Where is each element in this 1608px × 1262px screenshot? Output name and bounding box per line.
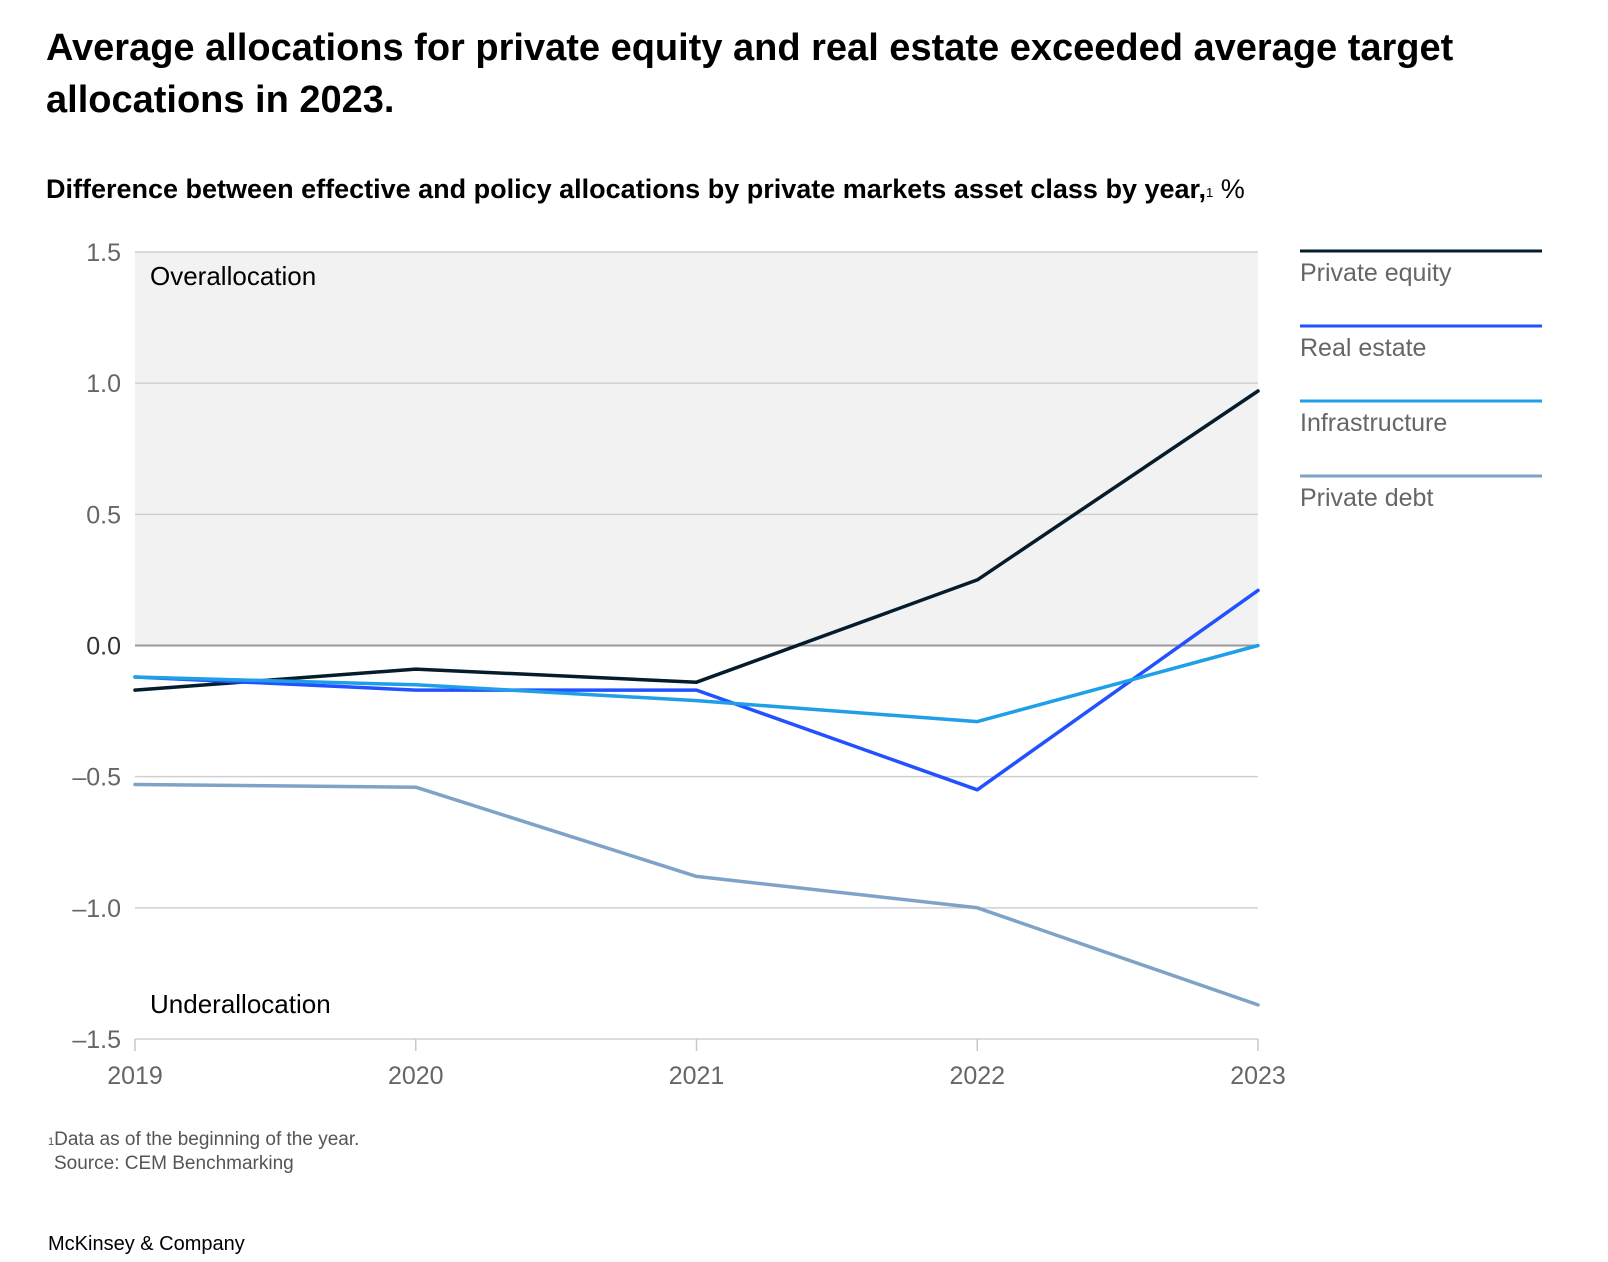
legend-label-private-equity: Private equity bbox=[1300, 259, 1452, 287]
y-tick-label: 1.0 bbox=[86, 370, 121, 398]
x-tick-label: 2019 bbox=[107, 1062, 163, 1090]
legend-label-real-estate: Real estate bbox=[1300, 334, 1426, 362]
headline: Average allocations for private equity a… bbox=[46, 27, 1454, 121]
footnote-text: Data as of the beginning of the year. bbox=[54, 1129, 360, 1150]
series-lines bbox=[133, 389, 1260, 1007]
line-chart: 1.5 1.0 0.5 0.0 –0.5 –1.0 –1.5 2019 2020 2021 202… bbox=[72, 239, 1542, 1090]
y-tick-label: –0.5 bbox=[72, 764, 121, 792]
x-tick-label: 2020 bbox=[388, 1062, 444, 1090]
brand-logo-text: McKinsey & Company bbox=[48, 1233, 245, 1255]
chart-title-text: Difference between effective and policy … bbox=[46, 174, 1207, 204]
y-tick-label: 1.5 bbox=[86, 239, 121, 267]
chart-unit: % bbox=[1220, 174, 1245, 204]
region-labels: Overallocation Underallocation bbox=[150, 261, 331, 1019]
y-tick-label: –1.0 bbox=[72, 895, 121, 923]
series-line-real-estate bbox=[133, 588, 1260, 792]
legend: Private equity Real estate Infrastructure P… bbox=[1300, 249, 1542, 512]
chart-title: Difference between effective and policy … bbox=[46, 172, 1245, 206]
series-line-infrastructure bbox=[133, 643, 1260, 724]
y-tick-label: 0.5 bbox=[86, 501, 121, 529]
x-tick-label: 2023 bbox=[1230, 1062, 1286, 1090]
chart-title-footnote-marker: 1 bbox=[1206, 185, 1214, 200]
x-tick-label: 2022 bbox=[949, 1062, 1005, 1090]
x-tick-labels: 2019 2020 2021 2022 2023 bbox=[107, 1062, 1286, 1090]
legend-label-private-debt: Private debt bbox=[1300, 484, 1433, 512]
overallocation-area bbox=[135, 252, 1258, 646]
underallocation-label: Underallocation bbox=[150, 989, 331, 1019]
y-tick-labels: 1.5 1.0 0.5 0.0 –0.5 –1.0 –1.5 bbox=[72, 239, 121, 1054]
x-tick-label: 2021 bbox=[669, 1062, 725, 1090]
overallocation-shading bbox=[135, 252, 1258, 646]
x-tick-marks bbox=[134, 1039, 1259, 1051]
series-line-private-debt bbox=[133, 782, 1260, 1007]
series-line-private-equity bbox=[133, 389, 1260, 692]
source-note: Source: CEM Benchmarking bbox=[54, 1153, 294, 1174]
footnote: 1Data as of the beginning of the year. bbox=[48, 1128, 359, 1152]
footnote-marker: 1 bbox=[48, 1136, 55, 1148]
overallocation-label: Overallocation bbox=[150, 261, 316, 291]
legend-label-infrastructure: Infrastructure bbox=[1300, 409, 1447, 437]
y-tick-label: –1.5 bbox=[72, 1026, 121, 1054]
gridlines bbox=[135, 251, 1258, 1040]
y-tick-label: 0.0 bbox=[86, 633, 121, 661]
